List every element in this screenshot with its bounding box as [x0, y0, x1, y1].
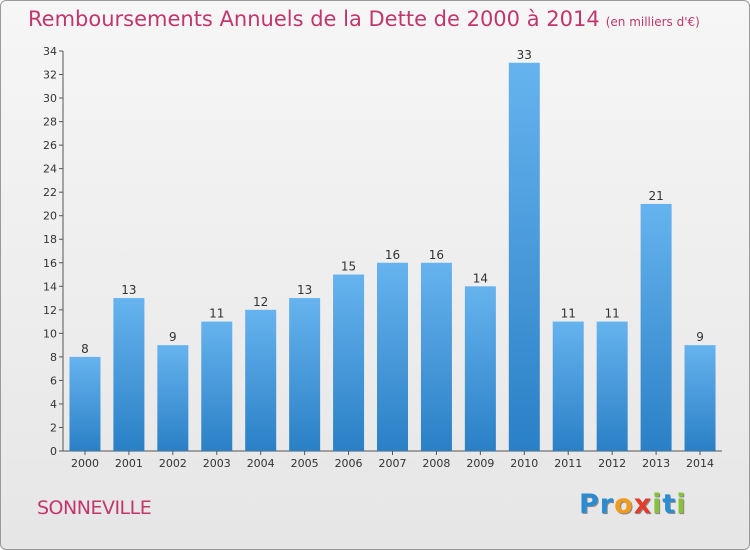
- y-tick-label: 14: [43, 280, 57, 293]
- y-tick-label: 10: [43, 327, 57, 340]
- y-tick-label: 20: [43, 210, 57, 223]
- x-tick-label-2009: 2009: [466, 457, 494, 470]
- bar-2012: [596, 321, 628, 451]
- x-tick-label-2006: 2006: [335, 457, 363, 470]
- y-tick-label: 4: [50, 398, 57, 411]
- x-axis: 2000 2001 2002 2003 2004 2005 2006 2007 2008 2009…: [63, 450, 722, 470]
- value-label-2009: 14: [473, 271, 488, 285]
- bar-2006: [333, 274, 365, 451]
- value-label-2004: 12: [253, 295, 268, 309]
- x-tick-label-2004: 2004: [247, 457, 275, 470]
- y-tick-label: 24: [43, 163, 57, 176]
- x-tick-label-2011: 2011: [554, 457, 582, 470]
- value-label-2014: 9: [696, 330, 704, 344]
- value-label-2011: 11: [561, 307, 576, 321]
- value-label-2013: 21: [648, 189, 663, 203]
- value-label-2001: 13: [121, 283, 136, 297]
- bar-2001: [113, 298, 145, 451]
- x-tick-label-2008: 2008: [422, 457, 450, 470]
- logo-letter: r: [599, 489, 615, 520]
- chart-subtitle: (en milliers d'€): [605, 15, 700, 29]
- x-tick-label-2007: 2007: [379, 457, 407, 470]
- logo-letter: x: [633, 489, 653, 520]
- bar-2010: [508, 62, 540, 451]
- value-label-2008: 16: [429, 248, 444, 262]
- value-label-2010: 33: [517, 48, 532, 62]
- logo-letter: i: [676, 489, 687, 520]
- logo-letter: P: [579, 489, 600, 520]
- y-tick-label: 26: [43, 139, 57, 152]
- y-tick-label: 22: [43, 186, 57, 199]
- x-tick-label-2013: 2013: [642, 457, 670, 470]
- value-label-2002: 9: [169, 330, 177, 344]
- value-label-2000: 8: [81, 342, 89, 356]
- logo-letter: o: [614, 489, 634, 520]
- bar-2004: [245, 309, 277, 451]
- value-label-2005: 13: [297, 283, 312, 297]
- y-tick-label: 32: [43, 69, 57, 82]
- x-tick-label-2012: 2012: [598, 457, 626, 470]
- x-tick-label-2010: 2010: [510, 457, 538, 470]
- chart-title-text: Remboursements Annuels de la Dette de 20…: [28, 7, 600, 31]
- bar-2008: [420, 262, 452, 451]
- y-tick-label: 2: [50, 421, 57, 434]
- y-tick-label: 16: [43, 257, 57, 270]
- value-label-2006: 15: [341, 260, 356, 274]
- value-label-2007: 16: [385, 248, 400, 262]
- x-tick-label-2005: 2005: [291, 457, 319, 470]
- bar-2000: [69, 356, 101, 451]
- bar-2002: [157, 345, 189, 451]
- bar-2005: [289, 298, 321, 451]
- x-tick-label-2002: 2002: [159, 457, 187, 470]
- bar-2013: [640, 203, 672, 451]
- logo-letter: i: [652, 489, 663, 520]
- x-tick-label-2014: 2014: [686, 457, 714, 470]
- chart-title: Remboursements Annuels de la Dette de 20…: [28, 7, 700, 31]
- x-tick-label-2000: 2000: [71, 457, 99, 470]
- y-tick-label: 28: [43, 116, 57, 129]
- y-tick-label: 18: [43, 233, 57, 246]
- x-tick-label-2001: 2001: [115, 457, 143, 470]
- y-tick-label: 34: [43, 45, 57, 58]
- y-tick-label: 8: [50, 351, 57, 364]
- value-label-2012: 11: [605, 307, 620, 321]
- y-tick-label: 12: [43, 304, 57, 317]
- y-tick-label: 0: [50, 445, 57, 458]
- proxiti-logo[interactable]: Proxiti: [579, 489, 687, 520]
- y-tick-label: 6: [50, 374, 57, 387]
- x-tick-label-2003: 2003: [203, 457, 231, 470]
- bar-2009: [464, 286, 496, 451]
- y-tick-label: 30: [43, 92, 57, 105]
- bar-2014: [684, 345, 716, 451]
- bar-2011: [552, 321, 584, 451]
- logo-letter: t: [662, 489, 677, 520]
- value-label-2003: 11: [209, 307, 224, 321]
- commune-name: SONNEVILLE: [37, 497, 152, 519]
- bar-2007: [377, 262, 408, 451]
- bar-series: 8 13 9 11 12 13 15 16 16 14 33 11 11 21 9: [69, 48, 716, 451]
- bar-2003: [201, 321, 233, 451]
